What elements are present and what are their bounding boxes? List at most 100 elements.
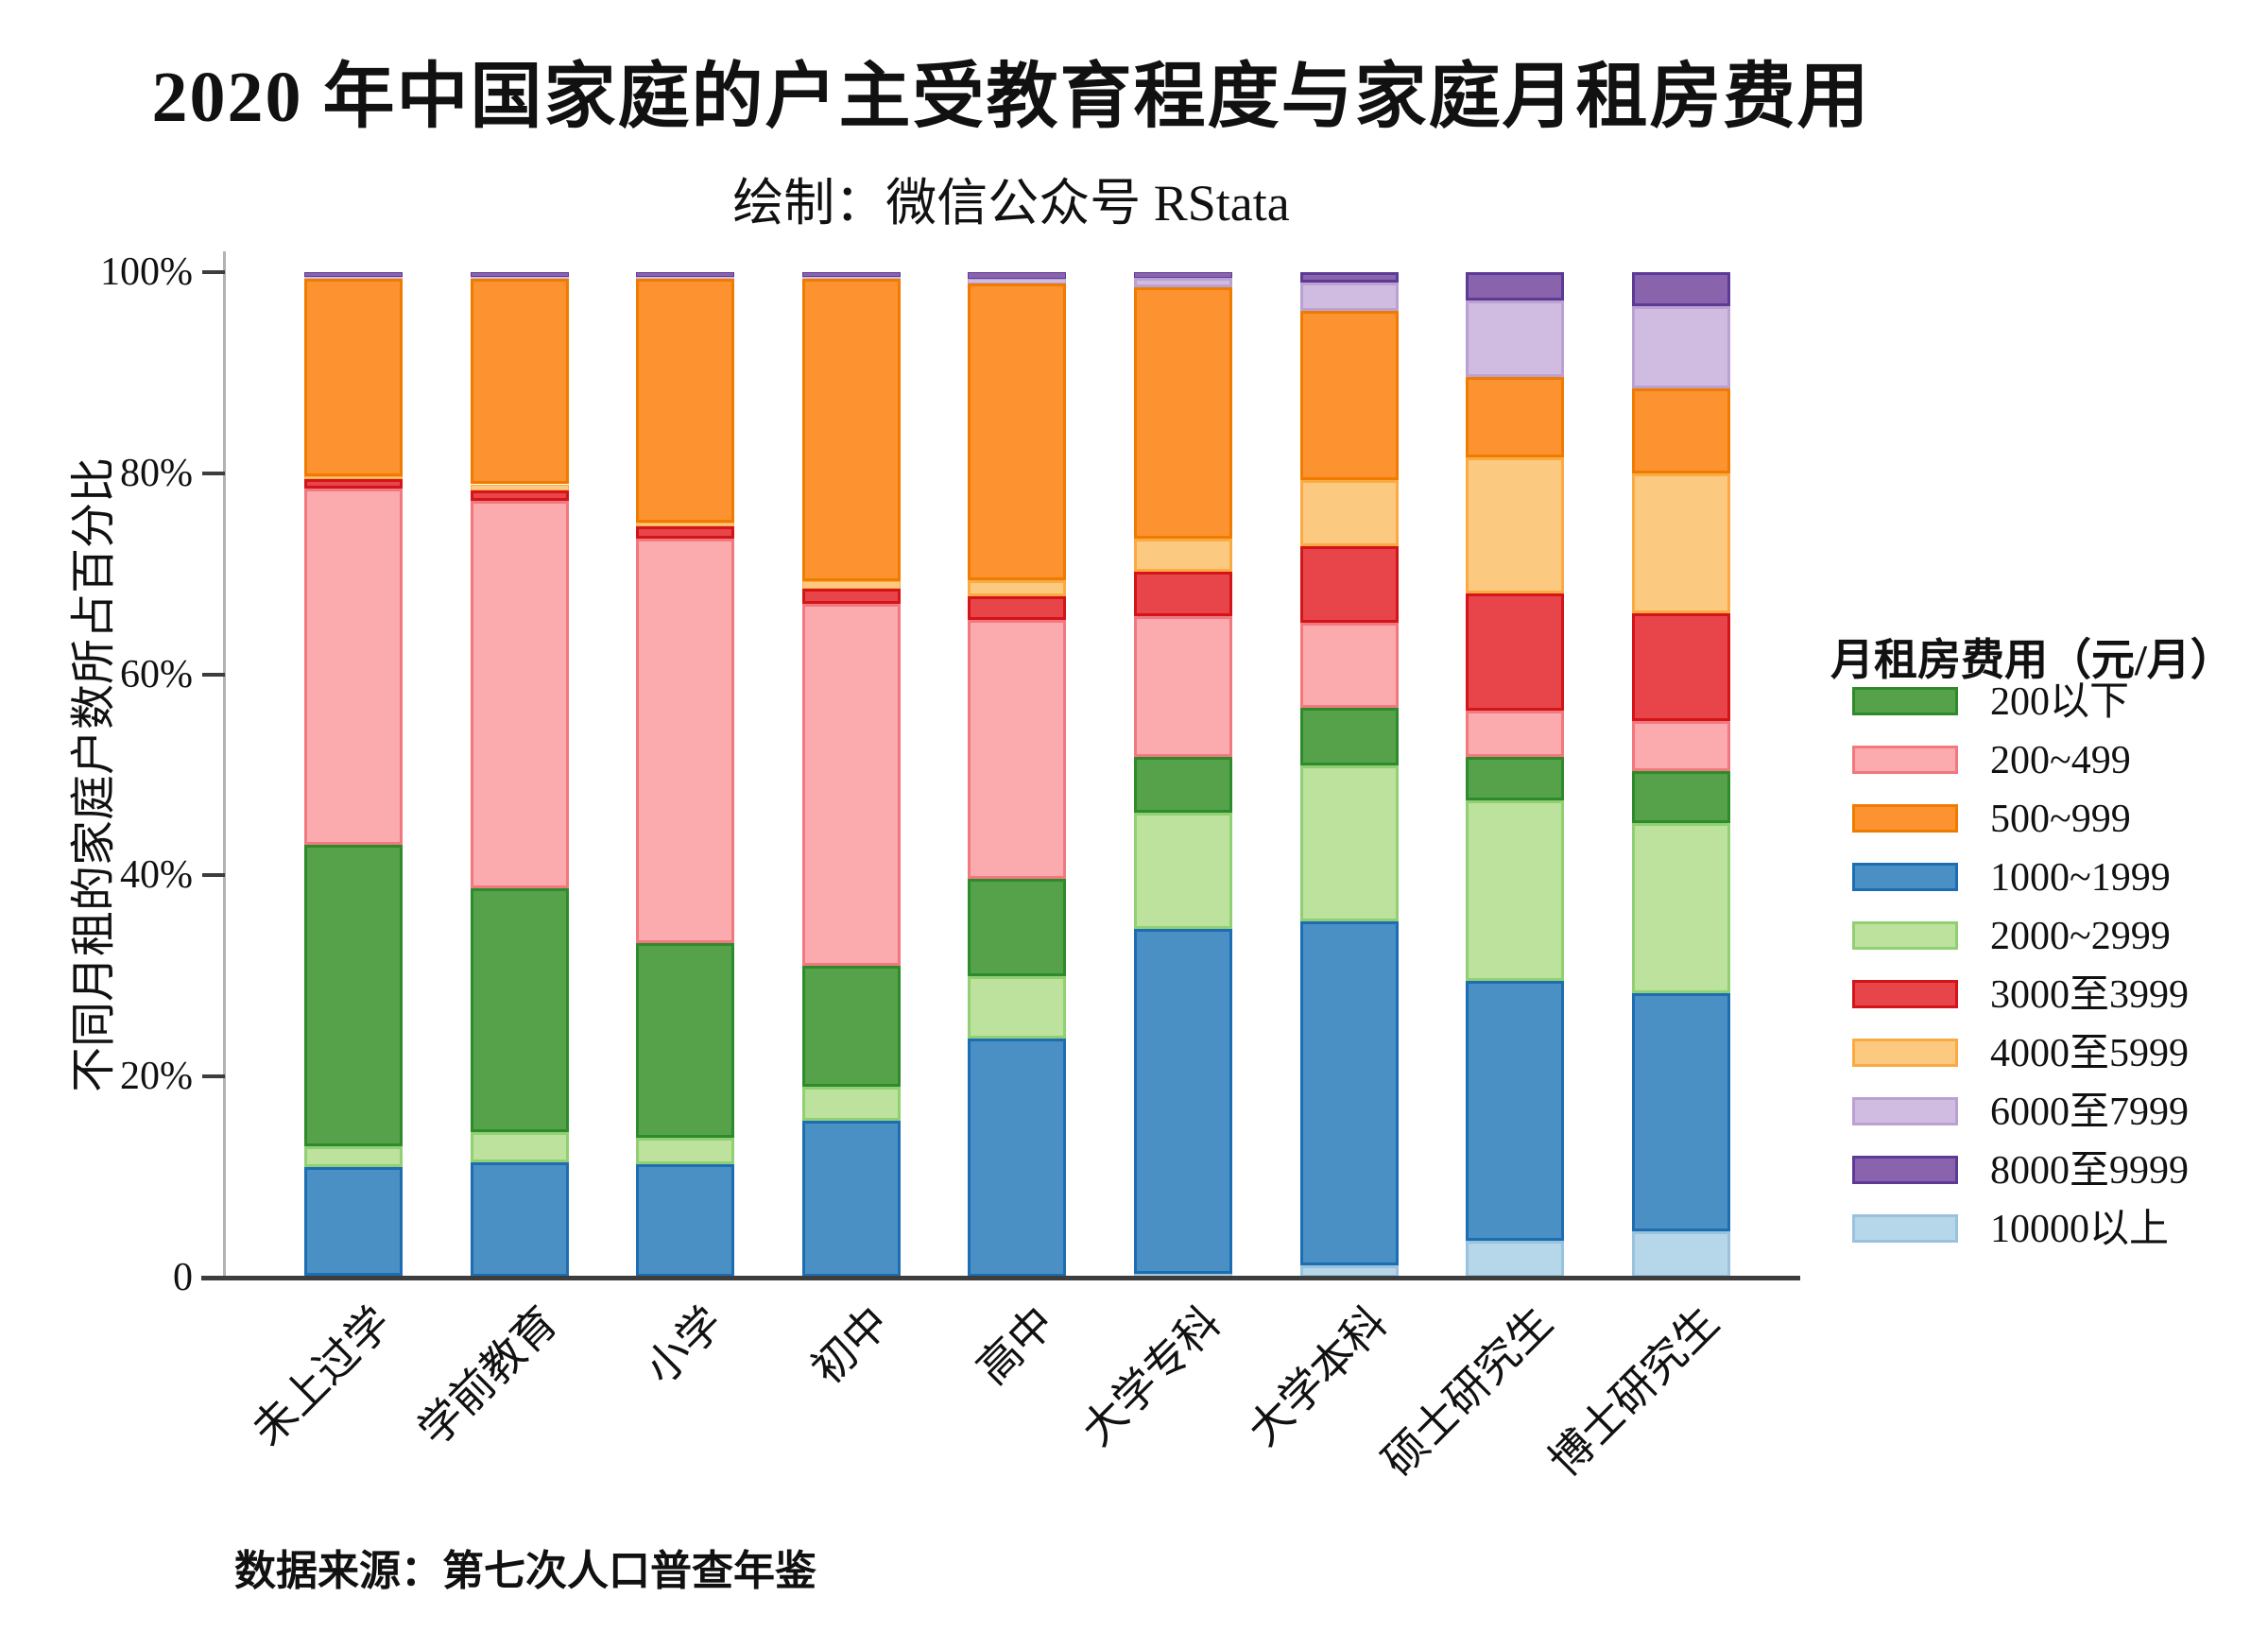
y-tick-label: 80% — [120, 451, 193, 495]
bar-segment — [1134, 813, 1232, 929]
bar-segment — [1134, 272, 1232, 279]
y-tick-mark — [202, 270, 225, 274]
bar-segment — [801, 589, 901, 605]
bar-segment — [636, 942, 735, 1139]
bar-segment — [1631, 992, 1730, 1232]
bar-segment — [470, 1131, 569, 1162]
y-tick-label: 100% — [100, 250, 193, 294]
bar-segment — [1631, 306, 1730, 389]
legend-label: 200~499 — [1990, 739, 2131, 782]
bar-segment — [801, 966, 901, 1087]
bar-segment — [470, 490, 569, 501]
bar-segment — [1466, 272, 1565, 301]
bar-segment — [1631, 472, 1730, 613]
legend-swatch — [1852, 804, 1958, 833]
bar-segment — [968, 579, 1067, 596]
bar-segment — [1631, 1231, 1730, 1278]
legend-label: 500~999 — [1990, 798, 2131, 841]
x-axis-label: 大学专科 — [1073, 1297, 1230, 1455]
bar-segment — [968, 975, 1067, 1039]
bar-segment — [1466, 981, 1565, 1241]
bar-segment — [1466, 799, 1565, 982]
bar-segment — [304, 1145, 403, 1167]
bar-segment — [470, 277, 569, 280]
bar-segment — [636, 277, 735, 280]
bar-segment — [1631, 720, 1730, 771]
bar-segment — [1631, 272, 1730, 307]
bar-segment — [1299, 921, 1399, 1266]
bar-segment — [636, 279, 735, 523]
bar-segment — [1466, 300, 1565, 377]
bar-segment — [1299, 480, 1399, 547]
bar-segment — [968, 1038, 1067, 1277]
y-tick-label: 20% — [120, 1055, 193, 1099]
legend-swatch — [1852, 863, 1958, 891]
legend-title: 月租房费用（元/月） — [1830, 636, 2234, 684]
bar-segment — [1299, 311, 1399, 481]
bar-segment — [801, 580, 901, 590]
bar-segment — [1299, 765, 1399, 922]
y-tick-mark — [202, 873, 225, 878]
bar-segment — [801, 1121, 901, 1277]
x-axis-line — [201, 1276, 1800, 1280]
bar-segment — [1134, 286, 1232, 539]
bar-segment — [1134, 756, 1232, 814]
legend-swatch — [1852, 1039, 1958, 1067]
bar-segment — [1299, 272, 1399, 283]
bar-segment — [1466, 376, 1565, 457]
legend-swatch — [1852, 1214, 1958, 1243]
bar-segment — [304, 845, 403, 1146]
legend-label: 4000至5999 — [1990, 1032, 2190, 1075]
bar-segment — [1134, 572, 1232, 616]
legend-swatch — [1852, 980, 1958, 1008]
chart-title: 2020 年中国家庭的户主受教育程度与家庭月租房费用 — [151, 58, 1871, 137]
bar-segment — [801, 272, 901, 278]
legend-label: 6000至7999 — [1990, 1091, 2190, 1134]
y-tick-label: 40% — [120, 853, 193, 898]
bar-segment — [470, 888, 569, 1132]
bar-segment — [1134, 928, 1232, 1274]
bar-segment — [968, 620, 1067, 879]
bar-segment — [304, 1166, 403, 1276]
y-axis-line — [223, 251, 226, 1278]
bar-segment — [1466, 456, 1565, 594]
x-axis-label: 高中 — [968, 1297, 1064, 1394]
legend-label: 3000至3999 — [1990, 973, 2190, 1017]
bar-segment — [636, 538, 735, 943]
legend-swatch — [1852, 921, 1958, 950]
bar-segment — [1631, 770, 1730, 824]
x-axis-label: 初中 — [802, 1297, 899, 1394]
bar-segment — [1466, 756, 1565, 800]
legend-label: 200以下 — [1990, 680, 2130, 724]
bar-segment — [1299, 623, 1399, 708]
bar-segment — [968, 595, 1067, 621]
bar-segment — [636, 526, 735, 539]
bar-segment — [470, 1161, 569, 1277]
y-axis-title: 不同月租的家庭户数所占百分比 — [69, 457, 119, 1093]
bar-segment — [801, 1086, 901, 1121]
bar-segment — [1631, 823, 1730, 993]
bar-segment — [470, 272, 569, 278]
bar-segment — [1466, 710, 1565, 757]
bar-segment — [1299, 546, 1399, 624]
y-tick-mark — [202, 471, 225, 475]
bar-segment — [1631, 612, 1730, 721]
bar-segment — [968, 279, 1067, 283]
bar-segment — [1299, 707, 1399, 766]
bar-segment — [636, 522, 735, 527]
x-axis-label: 硕士研究生 — [1373, 1297, 1562, 1486]
bar-segment — [1466, 1240, 1565, 1278]
bar-segment — [1134, 278, 1232, 287]
y-tick-label: 0 — [173, 1256, 193, 1299]
y-tick-mark — [202, 672, 225, 677]
x-axis-label: 未上过学 — [243, 1297, 401, 1455]
bar-segment — [1631, 388, 1730, 473]
bar-segment — [470, 484, 569, 490]
bar-segment — [1134, 615, 1232, 757]
bar-segment — [470, 279, 569, 485]
bar-segment — [801, 604, 901, 967]
bar-segment — [636, 272, 735, 278]
chart-subtitle: 绘制：微信公众号 RStata — [732, 175, 1290, 232]
bar-segment — [304, 272, 403, 278]
